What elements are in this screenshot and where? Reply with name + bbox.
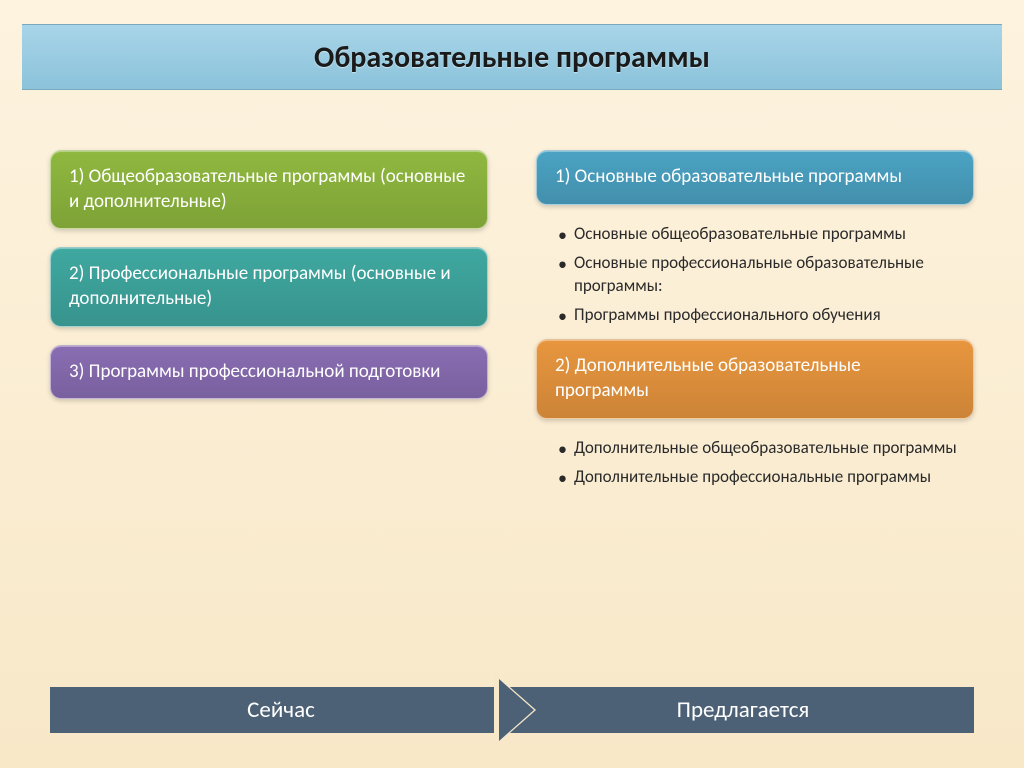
right-column: 1) Основные образовательные программы Осн… xyxy=(536,150,974,658)
content-columns: 1) Общеобразовательные программы (основн… xyxy=(50,150,974,658)
title-bar: Образовательные программы xyxy=(22,24,1002,90)
bottom-bar: Сейчас Предлагается xyxy=(50,687,974,733)
left-card-3: 3) Программы профессиональной подготовки xyxy=(50,345,488,400)
bottom-right-segment: Предлагается xyxy=(512,687,974,733)
bullet-item: Дополнительные общеобразовательные прогр… xyxy=(558,434,974,463)
bottom-left-segment: Сейчас xyxy=(50,687,512,733)
chevron-inner-icon xyxy=(499,679,534,741)
left-card-2: 2) Профессиональные программы (основные … xyxy=(50,247,488,326)
bullet-item: Программы профессионального обучения xyxy=(558,301,974,330)
left-card-1: 1) Общеобразовательные программы (основн… xyxy=(50,150,488,229)
bullet-item: Основные профессиональные образовательны… xyxy=(558,249,974,301)
right-card-2: 2) Дополнительные образовательные програ… xyxy=(536,339,974,418)
bottom-left-label: Сейчас xyxy=(247,696,315,724)
bottom-right-label: Предлагается xyxy=(677,696,810,724)
bullet-item: Основные общеобразовательные программы xyxy=(558,220,974,249)
page-title: Образовательные программы xyxy=(314,39,710,76)
left-column: 1) Общеобразовательные программы (основн… xyxy=(50,150,488,658)
right-bullets-1: Основные общеобразовательные программыОс… xyxy=(536,217,974,340)
bullet-item: Дополнительные профессиональные программ… xyxy=(558,463,974,492)
right-card-1: 1) Основные образовательные программы xyxy=(536,150,974,205)
right-bullets-2: Дополнительные общеобразовательные прогр… xyxy=(536,431,974,502)
